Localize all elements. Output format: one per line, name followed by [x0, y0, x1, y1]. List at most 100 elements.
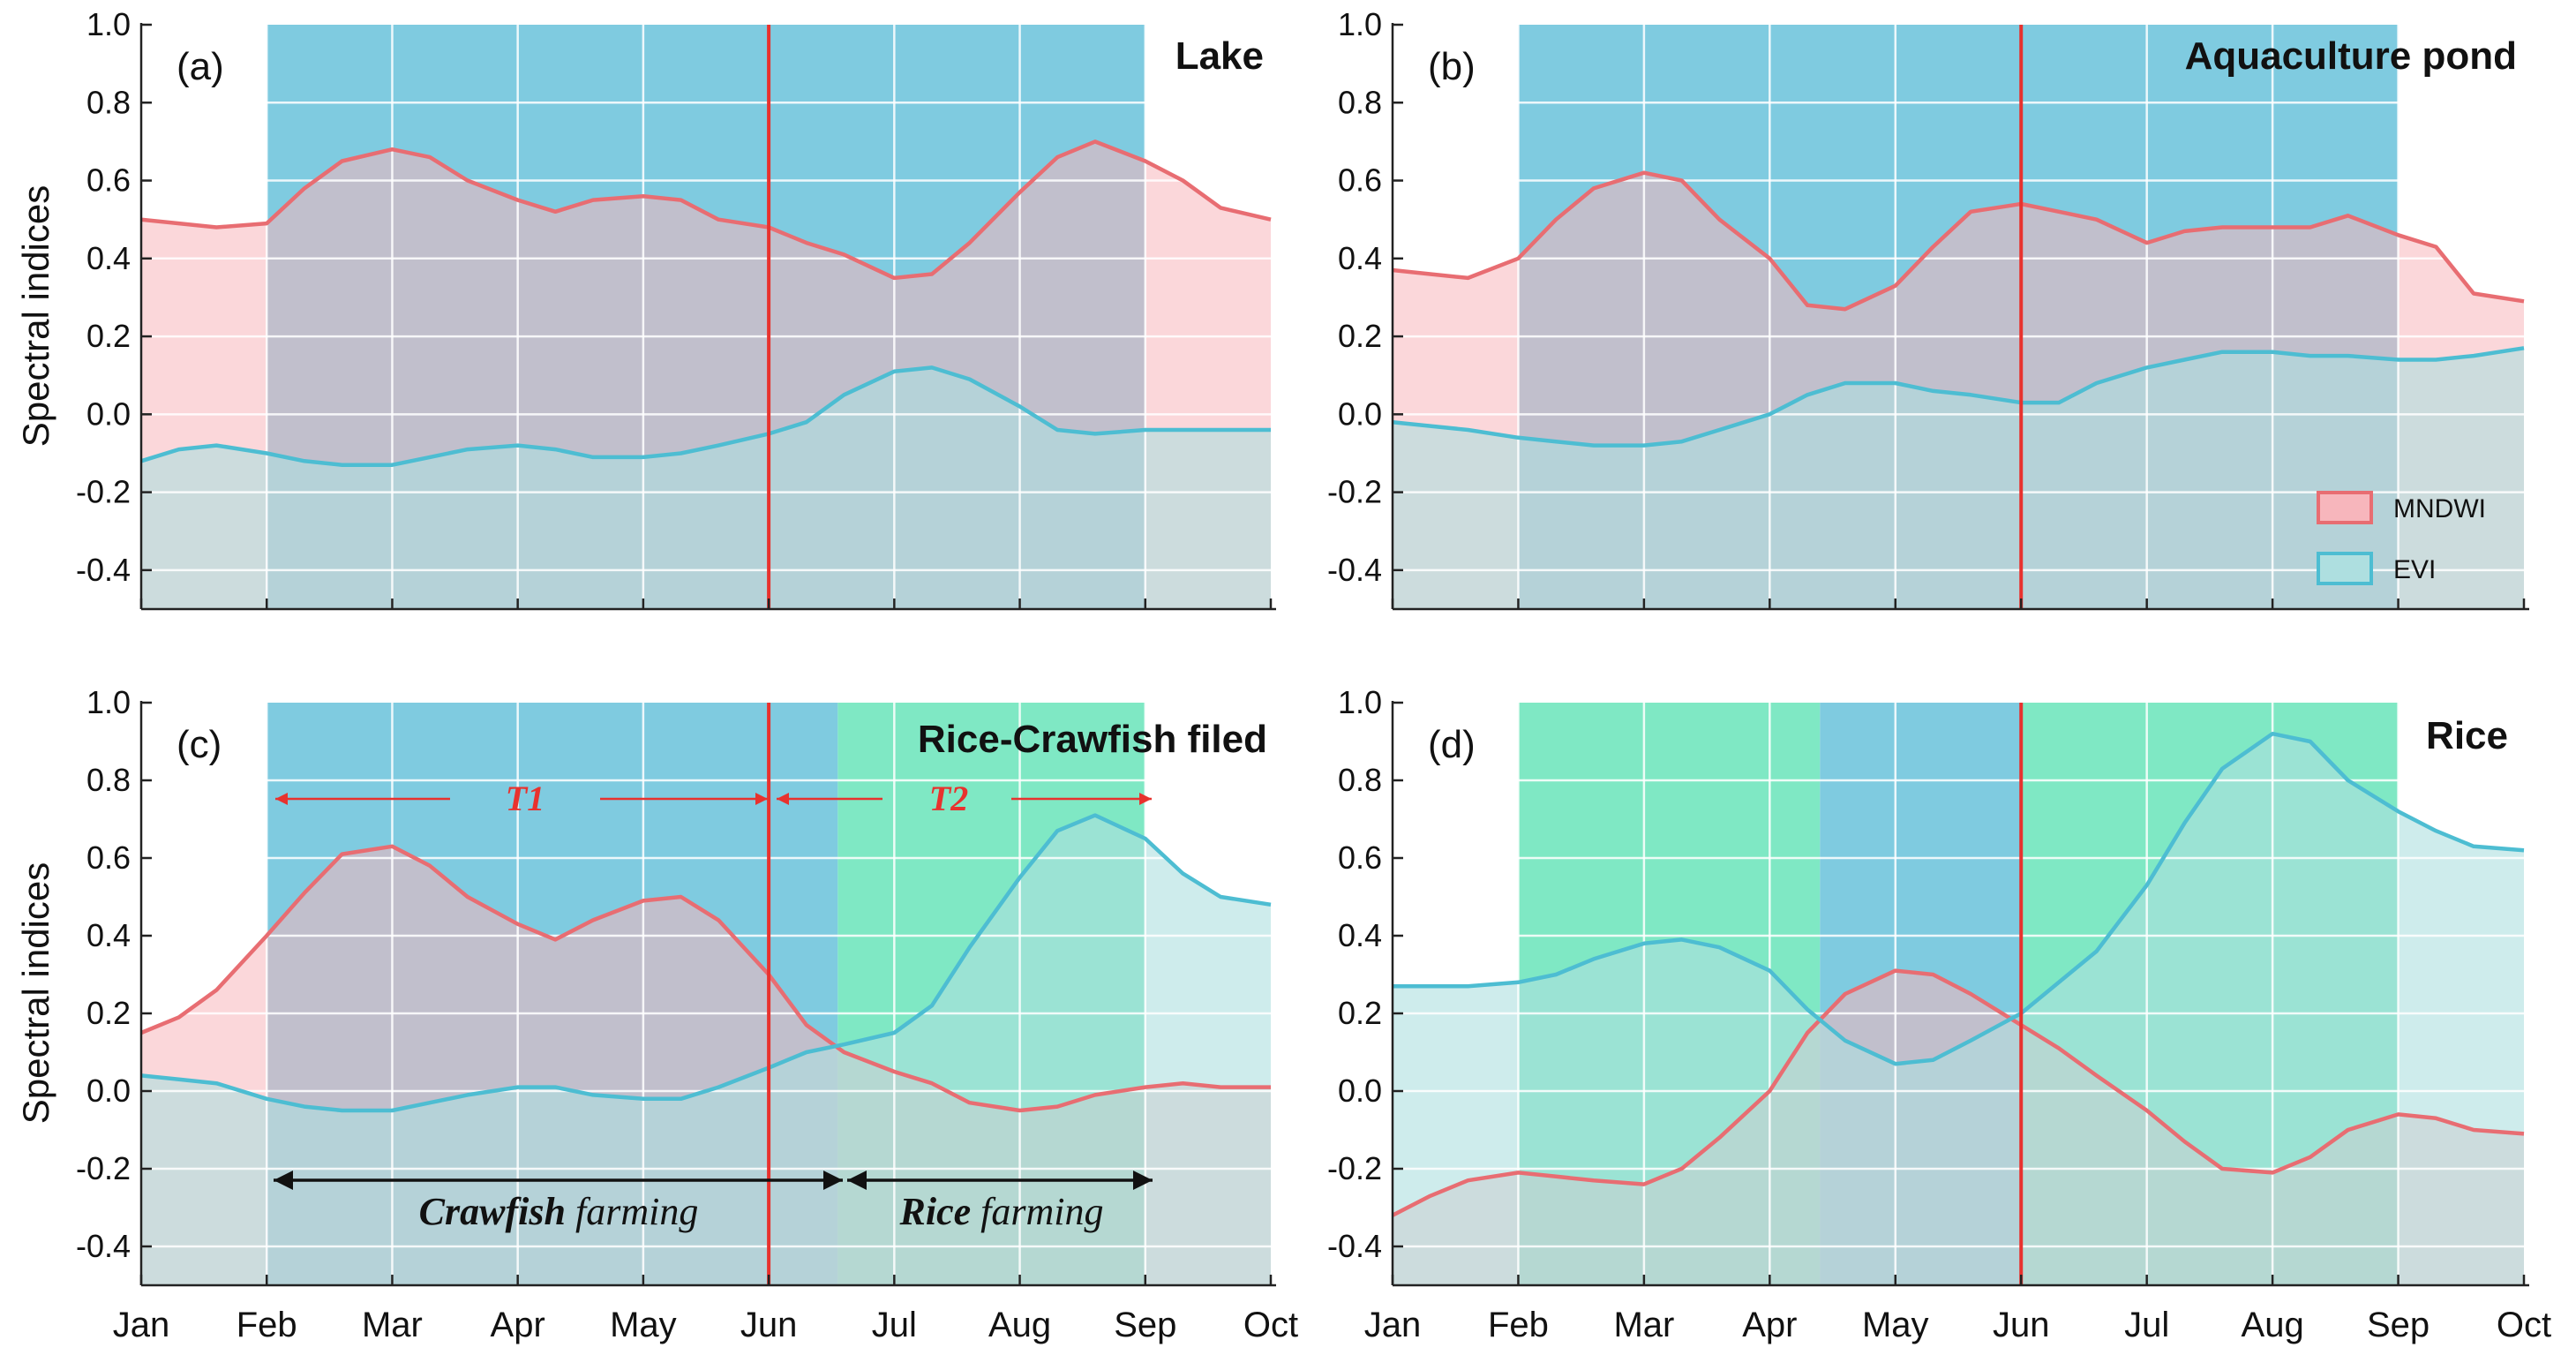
y-tick-label: 1.0: [86, 6, 131, 42]
series-lines: [1391, 703, 2525, 1285]
x-tick-label: Apr: [1742, 1306, 1797, 1344]
crawfish-bold: Crawfish: [419, 1190, 566, 1233]
y-tick-label: 0.0: [1338, 395, 1382, 432]
y-tick-labels: 1.0 0.8 0.6 0.4 0.2 0.0 -0.2 -0.4: [1327, 6, 1382, 588]
series-fills: [1393, 734, 2524, 1285]
series-fills: [1393, 172, 2524, 609]
x-tick-label: Jun: [1993, 1306, 2050, 1344]
y-tick-label: 1.0: [1338, 6, 1382, 42]
y-tick-labels: 1.0 0.8 0.6 0.4 0.2 0.0 -0.2 -0.4: [1327, 684, 1382, 1264]
legend-label-mndwi: MNDWI: [2393, 494, 2486, 523]
x-tick-label: Oct: [2497, 1306, 2551, 1344]
x-tick-label: Aug: [2242, 1306, 2304, 1344]
crawfish-rest: farming: [566, 1190, 698, 1233]
x-tick-label: Feb: [1488, 1306, 1549, 1344]
y-tick-label: -0.4: [76, 1228, 131, 1264]
line-evi: [140, 813, 1272, 1113]
axes: [1391, 701, 2529, 1287]
y-tick-label: 1.0: [86, 684, 131, 720]
x-tick-label: Aug: [988, 1306, 1051, 1344]
panel-title: Rice: [2426, 714, 2508, 757]
y-tick-label: -0.4: [1327, 1228, 1382, 1264]
x-tick-label: Jan: [113, 1306, 170, 1344]
x-tick-label: Mar: [362, 1306, 423, 1344]
line-mndwi: [1391, 968, 2525, 1217]
line-mndwi: [140, 139, 1272, 281]
panel-lake: 1.0 0.8 0.6 0.4 0.2 0.0 -0.2 -0.4 (a) Lake: [76, 6, 1276, 611]
line-evi: [1393, 731, 2525, 1066]
y-tick-label: -0.4: [76, 552, 131, 588]
y-tick-label: -0.2: [1327, 474, 1382, 510]
x-tick-label: Jul: [872, 1306, 917, 1344]
ylabel-bottom: Spectral indices: [15, 862, 56, 1124]
panel-label: (c): [176, 723, 222, 766]
y-tick-label: 0.6: [86, 162, 131, 199]
rice-bold: Rice: [899, 1190, 972, 1233]
gridlines: [1393, 703, 2524, 1285]
x-tick-label: Jan: [1364, 1306, 1422, 1344]
panel-title: Lake: [1175, 34, 1264, 78]
y-tick-label: 0.0: [86, 395, 131, 432]
area-evi: [141, 367, 1271, 609]
y-tick-labels: 1.0 0.8 0.6 0.4 0.2 0.0 -0.2 -0.4: [76, 6, 131, 588]
line-evi: [1392, 346, 2525, 448]
panel-label: (a): [176, 45, 224, 88]
y-tick-label: 0.8: [1338, 762, 1382, 798]
y-tick-label: 0.2: [86, 995, 131, 1031]
line-mndwi: [140, 844, 1271, 1113]
x-tick-label: May: [1862, 1306, 1929, 1344]
y-tick-label: 0.4: [86, 917, 131, 953]
legend-swatch-evi: [2317, 552, 2373, 585]
series-lines: [1392, 25, 2525, 609]
panel-label: (d): [1428, 723, 1476, 766]
legend: MNDWI EVI: [2317, 491, 2486, 585]
y-tick-label: 0.4: [1338, 240, 1382, 276]
t1-label: T1: [506, 779, 544, 818]
y-tick-label: -0.2: [1327, 1150, 1382, 1186]
y-tick-label: 0.2: [1338, 995, 1382, 1031]
y-tick-label: 0.8: [1338, 84, 1382, 120]
y-tick-label: 0.0: [86, 1073, 131, 1109]
panel-title: Aquaculture pond: [2185, 34, 2517, 78]
y-tick-label: -0.2: [76, 1150, 131, 1186]
t2-label: T2: [929, 779, 968, 818]
series-lines: [140, 25, 1272, 609]
x-tick-label: Mar: [1613, 1306, 1674, 1344]
x-tick-label: Sep: [1114, 1306, 1176, 1344]
axes: [139, 23, 1276, 611]
y-tick-label: -0.2: [76, 474, 131, 510]
x-tick-label: Jun: [740, 1306, 798, 1344]
crawfish-farming-label: Crawfish farming: [419, 1190, 699, 1233]
y-tick-labels: 1.0 0.8 0.6 0.4 0.2 0.0 -0.2 -0.4: [76, 684, 131, 1264]
stage-annotations: T1 T2 Crawfish farming Rice farming: [274, 779, 1153, 1233]
x-tick-label: Jul: [2124, 1306, 2169, 1344]
y-tick-label: 0.6: [1338, 162, 1382, 199]
x-tick-label: Apr: [491, 1306, 545, 1344]
axes: [139, 701, 1276, 1287]
y-tick-label: 0.2: [86, 318, 131, 354]
rice-rest: farming: [971, 1190, 1103, 1233]
line-evi: [140, 365, 1271, 467]
axes: [1391, 23, 2529, 611]
x-tick-label: Feb: [237, 1306, 297, 1344]
y-tick-label: 0.6: [1338, 839, 1382, 876]
y-tick-label: 1.0: [1338, 684, 1382, 720]
y-tick-label: 0.2: [1338, 318, 1382, 354]
x-tick-label: May: [610, 1306, 677, 1344]
panel-rice-crawfish-field: 1.0 0.8 0.6 0.4 0.2 0.0 -0.2 -0.4 Jan Feb Mar Apr M…: [76, 684, 1298, 1344]
legend-label-evi: EVI: [2393, 555, 2436, 584]
ylabel-top: Spectral indices: [15, 185, 56, 447]
y-tick-label: 0.8: [86, 762, 131, 798]
x-tick-labels: Jan Feb Mar Apr May Jun Jul Aug Sep Oct: [1364, 1306, 2551, 1344]
x-tick-label: Oct: [1243, 1306, 1298, 1344]
y-tick-label: 0.4: [86, 240, 131, 276]
panel-title: Rice-Crawfish filed: [918, 718, 1267, 761]
y-tick-label: -0.4: [1327, 552, 1382, 588]
area-evi: [1393, 734, 2524, 1285]
y-tick-label: 0.0: [1338, 1073, 1382, 1109]
panel-label: (b): [1428, 45, 1476, 88]
y-tick-label: 0.6: [86, 839, 131, 876]
legend-swatch-mndwi: [2317, 491, 2373, 524]
panel-aquaculture-pond: 1.0 0.8 0.6 0.4 0.2 0.0 -0.2 -0.4 (b) Aquacultu…: [1327, 6, 2529, 611]
panel-rice: 1.0 0.8 0.6 0.4 0.2 0.0 -0.2 -0.4 Jan Feb Mar Apr M…: [1327, 684, 2551, 1344]
